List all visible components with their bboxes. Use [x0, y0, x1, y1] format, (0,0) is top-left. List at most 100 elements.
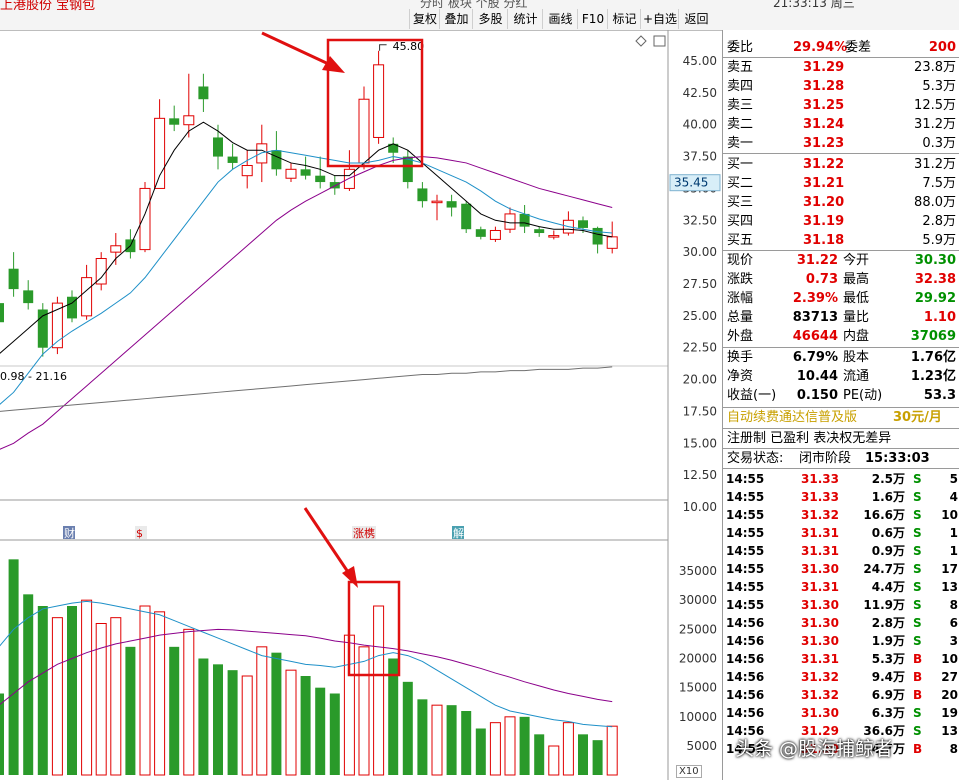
volume-tick-label: 25000 [679, 622, 717, 636]
faded-tabs[interactable]: 分时 板块 个股 分红 [420, 0, 528, 10]
candle-body [358, 98, 370, 164]
trade-side: S [913, 706, 922, 720]
bid-price: 31.18 [803, 233, 845, 248]
price-tick-label: 22.50 [683, 341, 717, 355]
trade-price: 31.31 [801, 580, 839, 594]
trade-count: 10 [941, 652, 958, 666]
ask-label: 卖三 [727, 98, 754, 113]
trade-time: 14:55 [726, 544, 765, 558]
volume-bar [51, 617, 63, 776]
candle-body [37, 309, 48, 348]
trade-price: 31.31 [801, 544, 839, 558]
ask-price: 31.25 [803, 98, 845, 113]
trade-price: 31.30 [801, 706, 839, 720]
candle-body [402, 156, 413, 183]
trade-side: B [913, 688, 923, 702]
event-marker-bg [63, 526, 75, 539]
volume-bar [431, 704, 443, 776]
trade-volume: 16.6万 [863, 508, 905, 522]
volume-bar [285, 669, 297, 776]
trade-volume: 2.8万 [871, 616, 905, 630]
trade-volume: 5.3万 [871, 652, 905, 666]
volume-tick-label: 20000 [679, 652, 717, 666]
trade-price: 31.32 [801, 508, 839, 522]
stat-value-2: 37069 [910, 329, 956, 344]
toolbar-button-4[interactable]: 画线 [542, 9, 578, 29]
trade-row: 14:56 31.30 6.3万 S 19 [723, 704, 959, 722]
volume-bar [169, 646, 180, 775]
volume-bar [388, 658, 399, 775]
trade-price: 31.33 [801, 472, 839, 486]
price-ma-line [0, 156, 613, 450]
trade-volume: 36.6万 [863, 724, 905, 738]
ad-row[interactable]: 自动续费通达信普及版 30元/月 [723, 408, 959, 428]
trade-side: S [913, 598, 922, 612]
candle-body [431, 200, 443, 204]
candle-body [606, 236, 618, 249]
restore-icon [653, 35, 666, 47]
price-tick-label: 15.00 [683, 436, 717, 450]
watermark: 头条 @股海捕鲸者 [735, 738, 894, 760]
ask-price: 31.23 [803, 136, 845, 151]
trade-side: B [913, 652, 923, 666]
bid-vol: 7.5万 [922, 176, 956, 191]
toolbar-button-1[interactable]: 叠加 [439, 9, 473, 29]
trade-time: 14:55 [726, 472, 765, 486]
trade-time: 14:56 [726, 742, 765, 756]
reg-text: 注册制 已盈利 表决权无差异 [727, 431, 892, 446]
trade-volume: 4.7万 [871, 742, 905, 756]
range-label: 0.98 - 21.16 [0, 370, 67, 383]
toolbar-button-8[interactable]: 返回 [678, 9, 714, 29]
toolbar-button-7[interactable]: +自选 [640, 9, 679, 29]
trade-volume: 1.6万 [871, 490, 905, 504]
stat-row: 涨幅 2.39% 最低 29.92 [723, 289, 959, 308]
weibi-label: 委比 [727, 40, 754, 55]
candle-body [0, 303, 4, 323]
toolbar-button-6[interactable]: 标记 [607, 9, 641, 29]
kline-chart[interactable]: 45.0042.5040.0037.5035.0032.5030.0027.50… [0, 30, 722, 780]
diamond-icon [635, 35, 647, 47]
volume-bar [256, 646, 268, 776]
trade-volume: 2.5万 [871, 472, 905, 486]
price-tick-label: 30.00 [683, 245, 717, 259]
ask-price: 31.28 [803, 79, 845, 94]
fin-row: 净资 10.44 流通 1.23亿 [723, 367, 959, 386]
volume-bar [241, 675, 253, 776]
ask-row: 卖二 31.24 31.2万 [723, 115, 959, 134]
trade-time: 14:55 [726, 508, 765, 522]
price-tick-label: 42.50 [683, 86, 717, 100]
volume-bar [8, 559, 19, 775]
toolbar-button-2[interactable]: 多股 [472, 9, 508, 29]
toolbar-button-3[interactable]: 统计 [507, 9, 543, 29]
chart-area[interactable]: 45.0042.5040.0037.5035.0032.5030.0027.50… [0, 30, 722, 780]
bid-row: 买五 31.18 5.9万 [723, 231, 959, 250]
trade-side: S [913, 562, 922, 576]
trade-row: 14:55 31.30 24.7万 S 17 [723, 560, 959, 578]
bid-label: 买一 [727, 157, 754, 172]
trade-row: 14:55 31.32 16.6万 S 10 [723, 506, 959, 524]
toolbar-button-0[interactable]: 复权 [409, 9, 440, 29]
stat-label-2: 最低 [843, 291, 870, 306]
volume-bar [23, 594, 34, 775]
trade-count: 27 [941, 670, 958, 684]
trade-time: 14:55 [726, 598, 765, 612]
fin-label-2: 流通 [843, 369, 870, 384]
stat-row: 现价 31.22 今开 30.30 [723, 251, 959, 270]
toolbar-button-5[interactable]: F10 [577, 9, 608, 29]
stat-label: 涨幅 [727, 291, 754, 306]
candle-body [110, 245, 122, 253]
trade-count: 5 [949, 472, 958, 486]
volume-bar [300, 676, 311, 775]
trade-time: 14:55 [726, 580, 765, 594]
trade-volume: 4.4万 [871, 580, 905, 594]
candle-body [489, 229, 501, 240]
bid-row: 买二 31.21 7.5万 [723, 174, 959, 193]
event-marker-bg [352, 526, 376, 539]
volume-ma-line [0, 600, 613, 728]
candle-body [67, 296, 77, 319]
trade-volume: 0.9万 [871, 544, 905, 558]
bid-vol: 31.2万 [914, 157, 956, 172]
ask-vol: 5.3万 [922, 79, 956, 94]
candle-body [256, 143, 268, 164]
volume-bar [461, 711, 472, 775]
